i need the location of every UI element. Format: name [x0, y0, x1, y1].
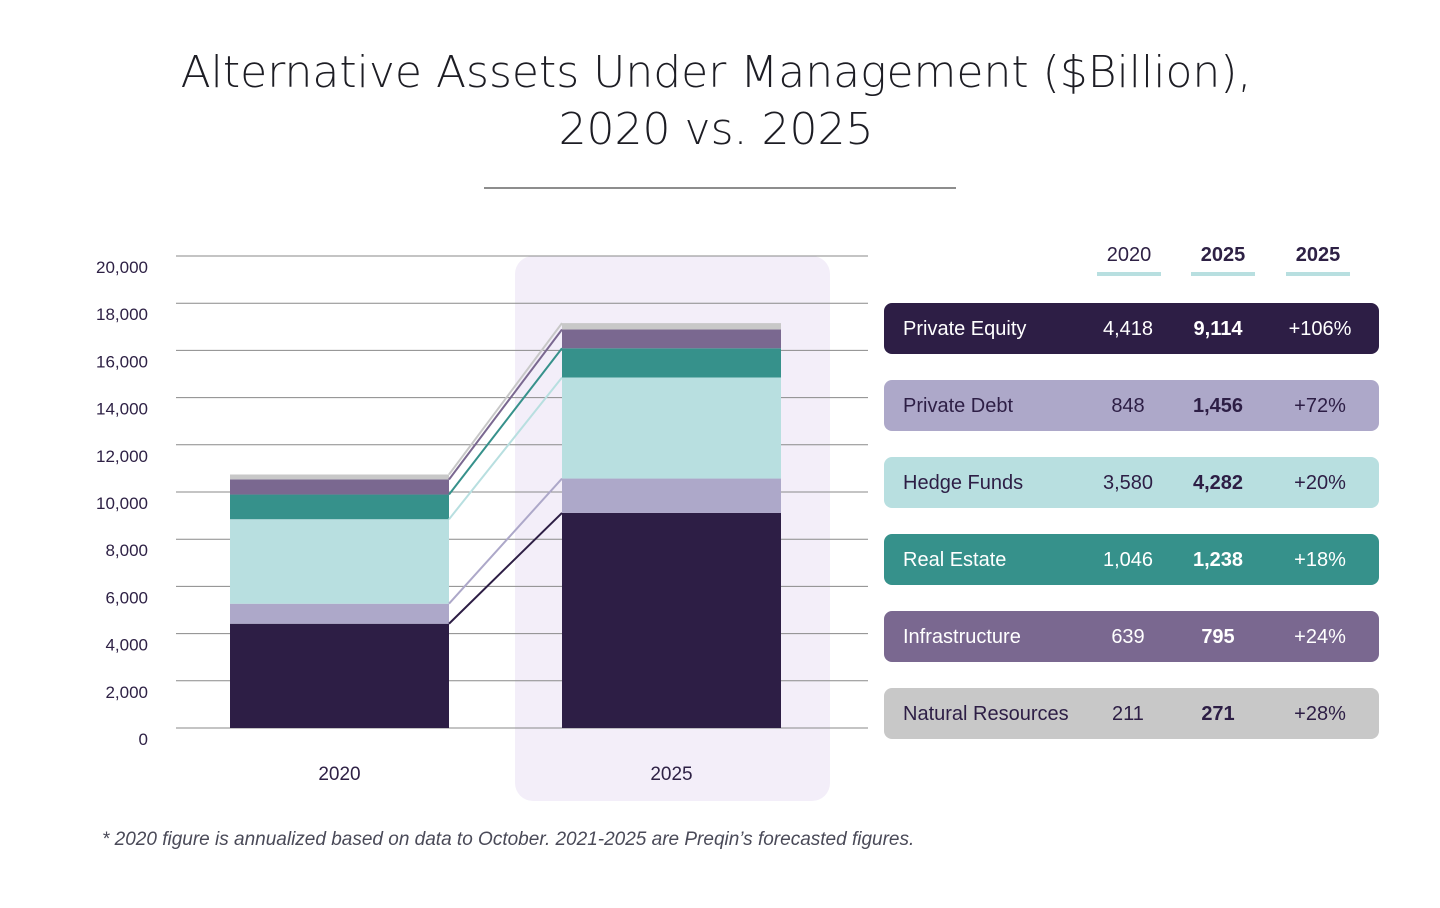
table-row: Infrastructure 639 795 +24% [884, 611, 1379, 662]
row-value-2020: 639 [1111, 626, 1145, 648]
row-name: Private Debt [903, 395, 1014, 417]
row-change: +106% [1288, 318, 1352, 340]
chart-title: Alternative Assets Under Management ($Bi… [0, 44, 1432, 158]
row-value-2025: 1,238 [1192, 549, 1244, 571]
y-tick-label: 18,000 [96, 305, 148, 324]
row-value-2025: 4,282 [1192, 472, 1244, 494]
bar-segment-private-debt-2025 [562, 478, 781, 513]
y-tick-label: 10,000 [96, 494, 148, 513]
bar-segment-private-equity-2020 [230, 623, 449, 728]
table-row: Private Debt 848 1,456 +72% [884, 380, 1379, 431]
y-tick-label: 12,000 [96, 447, 148, 466]
bar-segment-real-estate-2025 [562, 348, 781, 378]
bar-segment-natural-resources-2025 [562, 323, 781, 330]
chart-title-line-2: 2020 vs. 2025 [558, 104, 874, 155]
y-tick-label: 6,000 [105, 588, 148, 607]
connector-line-hedge-funds [448, 376, 563, 520]
row-name: Private Equity [903, 318, 1027, 340]
row-name: Infrastructure [903, 626, 1021, 648]
bar-segment-private-debt-2020 [230, 603, 449, 624]
row-value-2020: 3,580 [1102, 472, 1154, 494]
title-divider [484, 187, 956, 189]
table-header-2020: 2020 [1097, 244, 1161, 276]
connector-line-natural-resources [448, 322, 563, 476]
row-change: +28% [1294, 703, 1346, 725]
row-change: +18% [1294, 549, 1346, 571]
table-header-2025-change: 2025 [1286, 244, 1350, 276]
bar-segment-private-equity-2025 [562, 512, 781, 728]
row-change: +72% [1294, 395, 1346, 417]
y-tick-label: 16,000 [96, 352, 148, 371]
y-tick-label: 0 [139, 730, 148, 749]
bar-segment-infrastructure-2020 [230, 479, 449, 495]
row-value-2025: 1,456 [1192, 395, 1244, 417]
bar-segment-infrastructure-2025 [562, 329, 781, 349]
row-name: Natural Resources [903, 703, 1069, 725]
bar-segment-natural-resources-2020 [230, 474, 449, 480]
row-change: +20% [1294, 472, 1346, 494]
y-tick-label: 4,000 [105, 636, 148, 655]
table-row: Natural Resources 211 271 +28% [884, 688, 1379, 739]
y-tick-label: 2,000 [105, 683, 148, 702]
connector-line-infrastructure [448, 328, 563, 481]
bar-segment-hedge-funds-2020 [230, 519, 449, 604]
row-value-2025: 271 [1201, 703, 1235, 725]
x-tick-label: 2020 [318, 764, 360, 785]
footnote: * 2020 figure is annualized based on dat… [102, 829, 915, 850]
connector-line-private-equity [448, 512, 563, 625]
row-value-2020: 1,046 [1102, 549, 1154, 571]
row-value-2025: 795 [1201, 626, 1235, 648]
table-header-2025: 2025 [1191, 244, 1255, 276]
table-row: Real Estate 1,046 1,238 +18% [884, 534, 1379, 585]
bar-segment-hedge-funds-2025 [562, 377, 781, 479]
table-row: Private Equity 4,418 9,114 +106% [884, 303, 1379, 354]
bar-segment-real-estate-2020 [230, 494, 449, 520]
row-name: Hedge Funds [903, 472, 1024, 494]
y-tick-label: 14,000 [96, 400, 148, 419]
x-tick-label: 2025 [650, 764, 692, 785]
row-change: +24% [1294, 626, 1346, 648]
row-value-2020: 4,418 [1102, 318, 1154, 340]
row-name: Real Estate [903, 549, 1007, 571]
table-row: Hedge Funds 3,580 4,282 +20% [884, 457, 1379, 508]
row-value-2025: 9,114 [1193, 318, 1243, 340]
row-value-2020: 211 [1112, 703, 1144, 725]
y-tick-label: 20,000 [96, 258, 148, 277]
y-tick-label: 8,000 [105, 541, 148, 560]
connector-line-private-debt [448, 477, 563, 605]
chart-title-line-1: Alternative Assets Under Management ($Bi… [180, 47, 1252, 98]
stacked-bar-chart: 0 2,000 4,000 6,000 8,000 10,000 12,000 14,000 1… [96, 255, 868, 801]
connector-line-real-estate [448, 347, 563, 496]
row-value-2020: 848 [1111, 395, 1145, 417]
